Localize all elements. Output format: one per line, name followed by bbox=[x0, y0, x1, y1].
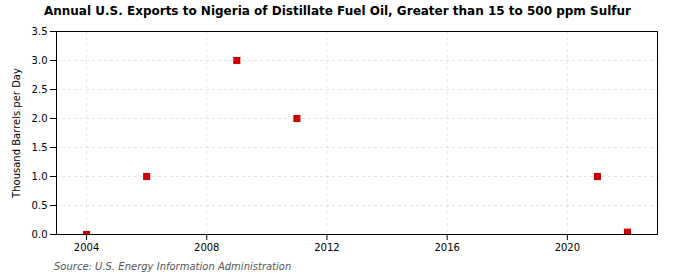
svg-text:2016: 2016 bbox=[434, 242, 459, 253]
svg-text:Thousand Barrels per Day: Thousand Barrels per Day bbox=[11, 68, 22, 199]
svg-text:2008: 2008 bbox=[194, 242, 219, 253]
svg-text:1.0: 1.0 bbox=[32, 171, 48, 182]
svg-text:3.5: 3.5 bbox=[32, 26, 48, 37]
svg-text:0.0: 0.0 bbox=[32, 229, 48, 240]
svg-text:2004: 2004 bbox=[74, 242, 99, 253]
svg-text:0.5: 0.5 bbox=[32, 200, 48, 211]
svg-text:2020: 2020 bbox=[555, 242, 580, 253]
html-text:Annual U.S. Exports to Nigeria: Annual U.S. Exports to Nigeria of Distil… bbox=[44, 4, 631, 18]
svg-text:2012: 2012 bbox=[314, 242, 339, 253]
svg-text:3.0: 3.0 bbox=[32, 55, 48, 66]
svg-text:2.0: 2.0 bbox=[32, 113, 48, 124]
svg-text:2.5: 2.5 bbox=[32, 84, 48, 95]
svg-text:1.5: 1.5 bbox=[32, 142, 48, 153]
html-text:Source: U.S. Energy Informatio: Source: U.S. Energy Information Administ… bbox=[54, 261, 292, 272]
